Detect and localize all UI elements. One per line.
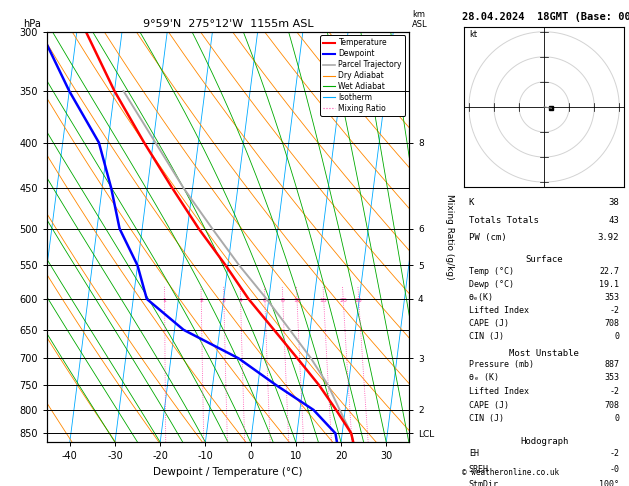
Text: Pressure (mb): Pressure (mb) xyxy=(469,360,534,369)
Text: 353: 353 xyxy=(604,373,620,382)
Text: km
ASL: km ASL xyxy=(412,10,428,29)
Text: © weatheronline.co.uk: © weatheronline.co.uk xyxy=(462,468,559,477)
Text: 708: 708 xyxy=(604,400,620,410)
Text: 38: 38 xyxy=(609,198,620,207)
Text: 708: 708 xyxy=(604,319,620,328)
Text: 22.7: 22.7 xyxy=(599,267,620,276)
Legend: Temperature, Dewpoint, Parcel Trajectory, Dry Adiabat, Wet Adiabat, Isotherm, Mi: Temperature, Dewpoint, Parcel Trajectory… xyxy=(320,35,405,116)
Text: CIN (J): CIN (J) xyxy=(469,414,504,423)
Text: kt: kt xyxy=(469,30,477,39)
Text: PW (cm): PW (cm) xyxy=(469,233,506,243)
Text: θₑ(K): θₑ(K) xyxy=(469,293,494,302)
Text: Lifted Index: Lifted Index xyxy=(469,306,529,315)
Text: Dewp (°C): Dewp (°C) xyxy=(469,280,514,289)
Text: 15: 15 xyxy=(320,298,328,303)
Text: 100°: 100° xyxy=(599,480,620,486)
Text: K: K xyxy=(469,198,474,207)
Text: θₑ (K): θₑ (K) xyxy=(469,373,499,382)
Text: Most Unstable: Most Unstable xyxy=(509,349,579,358)
Text: CIN (J): CIN (J) xyxy=(469,332,504,341)
Text: 887: 887 xyxy=(604,360,620,369)
Text: -2: -2 xyxy=(610,449,620,458)
Text: Surface: Surface xyxy=(525,255,563,264)
Text: 19.1: 19.1 xyxy=(599,280,620,289)
Text: 353: 353 xyxy=(604,293,620,302)
Text: hPa: hPa xyxy=(23,19,41,29)
Text: 3: 3 xyxy=(222,298,226,303)
Text: StmDir: StmDir xyxy=(469,480,499,486)
Text: -0: -0 xyxy=(610,465,620,474)
Text: -2: -2 xyxy=(610,306,620,315)
Text: SREH: SREH xyxy=(469,465,489,474)
Text: 43: 43 xyxy=(609,216,620,225)
Text: 28.04.2024  18GMT (Base: 00): 28.04.2024 18GMT (Base: 00) xyxy=(462,12,629,22)
Text: Hodograph: Hodograph xyxy=(520,437,568,447)
Y-axis label: Mixing Ratio (g/kg): Mixing Ratio (g/kg) xyxy=(445,194,454,280)
Title: 9°59'N  275°12'W  1155m ASL: 9°59'N 275°12'W 1155m ASL xyxy=(143,19,313,30)
Text: 20: 20 xyxy=(339,298,347,303)
Text: CAPE (J): CAPE (J) xyxy=(469,400,509,410)
Text: 2: 2 xyxy=(199,298,203,303)
Text: 3.92: 3.92 xyxy=(598,233,620,243)
Text: Temp (°C): Temp (°C) xyxy=(469,267,514,276)
Text: 6: 6 xyxy=(263,298,267,303)
Text: EH: EH xyxy=(469,449,479,458)
Text: 0: 0 xyxy=(615,332,620,341)
Text: Totals Totals: Totals Totals xyxy=(469,216,538,225)
Text: 4: 4 xyxy=(238,298,243,303)
Text: CAPE (J): CAPE (J) xyxy=(469,319,509,328)
Text: 1: 1 xyxy=(163,298,167,303)
Text: 0: 0 xyxy=(615,414,620,423)
Text: Lifted Index: Lifted Index xyxy=(469,387,529,396)
Text: -2: -2 xyxy=(610,387,620,396)
Text: 10: 10 xyxy=(293,298,301,303)
Text: 8: 8 xyxy=(281,298,285,303)
X-axis label: Dewpoint / Temperature (°C): Dewpoint / Temperature (°C) xyxy=(153,467,303,477)
Text: 25: 25 xyxy=(355,298,363,303)
